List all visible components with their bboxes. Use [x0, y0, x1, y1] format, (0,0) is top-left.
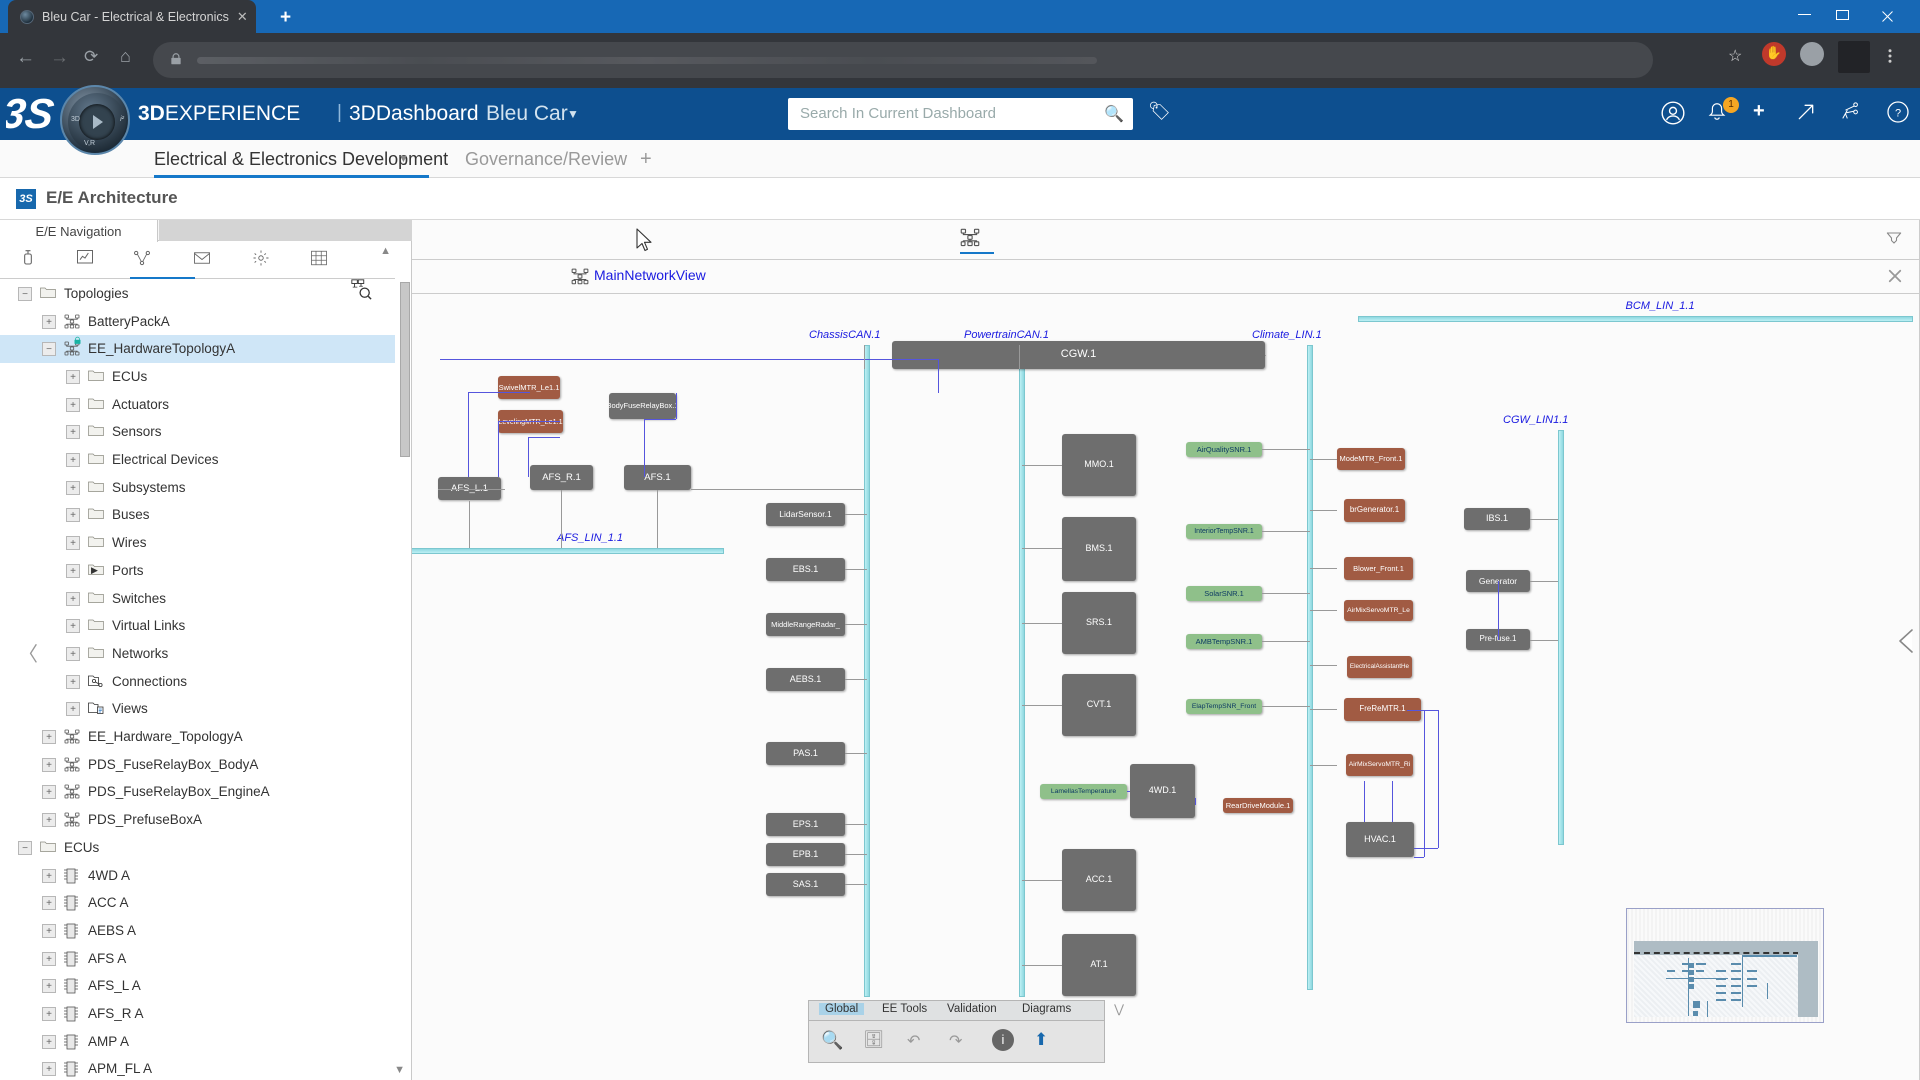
- svg-text:3S: 3S: [6, 90, 57, 137]
- svg-text:?: ?: [1895, 108, 1901, 120]
